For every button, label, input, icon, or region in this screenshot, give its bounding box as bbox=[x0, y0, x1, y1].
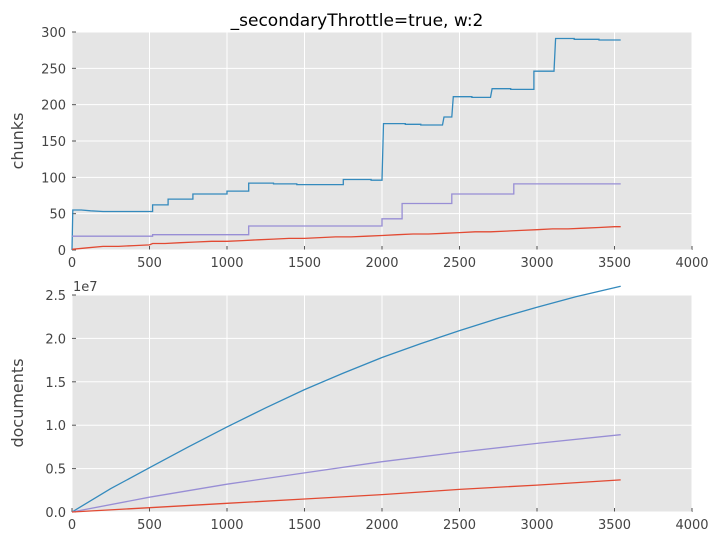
bottom-y-tick-label: 1.5 bbox=[45, 376, 66, 391]
bottom-y-tick-label: 1.0 bbox=[45, 419, 66, 434]
bottom-x-tick-label: 3500 bbox=[598, 518, 631, 533]
bottom-y-tick-label: 2.5 bbox=[45, 289, 66, 304]
bottom-y-tick-label: 0.5 bbox=[45, 463, 66, 478]
top-x-tick-label: 3500 bbox=[598, 256, 631, 271]
top-x-tick-label: 1000 bbox=[210, 256, 243, 271]
top-x-tick-label: 1500 bbox=[288, 256, 321, 271]
top-series-line-2 bbox=[72, 183, 621, 237]
bottom-x-tick-label: 4000 bbox=[675, 518, 708, 533]
top-x-tick-label: 4000 bbox=[675, 256, 708, 271]
bottom-x-tick-label: 1000 bbox=[210, 518, 243, 533]
top-chunks-plot: 0 500 1000 1500 2000 2500 3000 3500 4000 0 50 100 15… bbox=[41, 26, 708, 271]
bottom-y-tick-label: 2.0 bbox=[45, 332, 66, 347]
bottom-y-axis-label: documents bbox=[8, 358, 27, 447]
bottom-x-tick-label: 0 bbox=[68, 518, 76, 533]
bottom-x-tick-label: 2500 bbox=[443, 518, 476, 533]
top-x-tick-label: 500 bbox=[137, 256, 162, 271]
bottom-documents-plot: 0 500 1000 1500 2000 2500 3000 3500 4000 0.0 0.5 1.… bbox=[45, 285, 709, 533]
top-y-tick-label: 100 bbox=[41, 171, 66, 186]
top-y-tick-label: 150 bbox=[41, 135, 66, 150]
top-y-tick-label: 50 bbox=[49, 208, 66, 223]
bottom-x-tick-label: 500 bbox=[137, 518, 162, 533]
top-x-tick-label: 0 bbox=[68, 256, 76, 271]
top-y-tick-label: 250 bbox=[41, 62, 66, 77]
top-series-line-1 bbox=[71, 37, 621, 251]
top-x-tick-label: 2000 bbox=[365, 256, 398, 271]
top-x-tick-label: 2500 bbox=[443, 256, 476, 271]
top-y-tick-label: 200 bbox=[41, 99, 66, 114]
bottom-x-tick-label: 2000 bbox=[365, 518, 398, 533]
top-series-line-3 bbox=[71, 226, 621, 250]
bottom-y-offset-label: 1e7 bbox=[73, 280, 98, 295]
bottom-x-tick-label: 1500 bbox=[288, 518, 321, 533]
bottom-series-line-1 bbox=[71, 285, 621, 513]
bottom-series-line-2 bbox=[71, 434, 621, 513]
bottom-x-tick-label: 3000 bbox=[520, 518, 553, 533]
top-y-axis-label: chunks bbox=[8, 113, 27, 170]
top-y-tick-label: 0 bbox=[58, 244, 66, 259]
bottom-y-tick-label: 0.0 bbox=[45, 506, 66, 521]
top-x-tick-label: 3000 bbox=[520, 256, 553, 271]
chart-title: _secondaryThrottle=true, w:2 bbox=[230, 11, 484, 31]
top-y-tick-label: 300 bbox=[41, 26, 66, 41]
bottom-series-line-3 bbox=[71, 479, 621, 513]
